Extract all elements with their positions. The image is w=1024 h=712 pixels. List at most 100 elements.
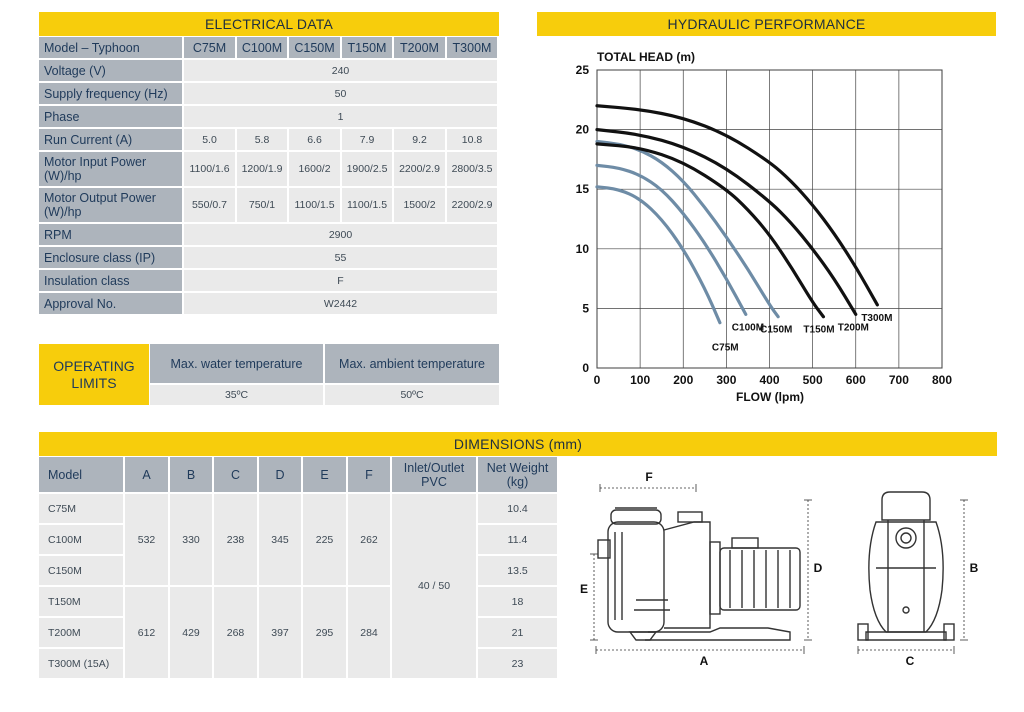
input-power-value: 1900/2.5 <box>342 152 394 188</box>
dim-f-c-group: 262 <box>348 494 392 587</box>
chart-x-tick-label: 400 <box>759 373 779 387</box>
chart-x-tick-label: 0 <box>594 373 601 387</box>
chart-x-tick-label: 200 <box>673 373 693 387</box>
dimension-label-d: D <box>814 561 823 575</box>
pump-front-view-icon <box>857 491 955 641</box>
chart-series-line-c100m <box>595 163 748 316</box>
operating-label-line1: OPERATING <box>53 357 135 374</box>
dim-header-b: B <box>170 457 214 494</box>
dim-header-f: F <box>348 457 392 494</box>
chart-x-tick-label: 600 <box>846 373 866 387</box>
dim-header-c: C <box>214 457 259 494</box>
insulation-row: Insulation class F <box>39 270 499 293</box>
run-current-value: 9.2 <box>394 129 447 152</box>
dim-f-t-group: 284 <box>348 587 392 680</box>
operating-limits-label: OPERATING LIMITS <box>39 344 149 405</box>
dimension-lines <box>590 484 968 654</box>
electrical-data-title: ELECTRICAL DATA <box>39 12 499 36</box>
dim-weight: 13.5 <box>478 556 559 587</box>
chart-series-label: T300M <box>861 313 892 324</box>
enclosure-value: 55 <box>184 247 499 270</box>
dim-d-c-group: 345 <box>259 494 303 587</box>
dim-weight: 11.4 <box>478 525 559 556</box>
enclosure-row: Enclosure class (IP) 55 <box>39 247 499 270</box>
pump-side-view-icon <box>597 507 801 641</box>
frequency-label: Supply frequency (Hz) <box>39 83 184 106</box>
voltage-value: 240 <box>184 60 499 83</box>
input-power-label: Motor Input Power (W)/hp <box>39 152 184 188</box>
input-power-value: 1100/1.6 <box>184 152 237 188</box>
insulation-label: Insulation class <box>39 270 184 293</box>
chart-x-tick-label: 100 <box>630 373 650 387</box>
chart-x-tick-label: 300 <box>716 373 736 387</box>
dim-weight: 10.4 <box>478 494 559 525</box>
dimensions-table: Model A B C D E F Inlet/Outlet PVC Net We… <box>39 457 559 680</box>
dim-c-t-group: 268 <box>214 587 259 680</box>
chart-series-label: T200M <box>838 322 869 333</box>
dim-model: C75M <box>39 494 125 525</box>
water-temp-header: Max. water temperature <box>150 344 323 383</box>
dim-model: T300M (15A) <box>39 649 125 680</box>
dim-e-c-group: 225 <box>303 494 348 587</box>
dim-weight: 21 <box>478 618 559 649</box>
dim-header-e: E <box>303 457 348 494</box>
dim-a-c-group: 532 <box>125 494 170 587</box>
chart-x-tick-label: 700 <box>889 373 909 387</box>
model-header-cell: T200M <box>394 37 447 60</box>
table-row: C100M 11.4 <box>39 525 559 556</box>
dim-model: T150M <box>39 587 125 618</box>
phase-label: Phase <box>39 106 184 129</box>
dim-header-inlet-line1: Inlet/Outlet <box>403 460 465 475</box>
run-current-value: 6.6 <box>289 129 342 152</box>
chart-series <box>595 104 879 325</box>
operating-label-line2: LIMITS <box>71 374 117 391</box>
chart-y-axis-label: TOTAL HEAD (m) <box>597 50 695 64</box>
chart-y-tick-label: 10 <box>576 242 590 256</box>
insulation-value: F <box>184 270 499 293</box>
rpm-row: RPM 2900 <box>39 224 499 247</box>
dim-header-a: A <box>125 457 170 494</box>
output-power-label-line2: (W)/hp <box>44 205 82 219</box>
table-row: T300M (15A) 23 <box>39 649 559 680</box>
voltage-row: Voltage (V) 240 <box>39 60 499 83</box>
dim-b-c-group: 330 <box>170 494 214 587</box>
frequency-row: Supply frequency (Hz) 50 <box>39 83 499 106</box>
rpm-label: RPM <box>39 224 184 247</box>
chart-series-label: T150M <box>803 325 834 336</box>
output-power-value: 2200/2.9 <box>447 188 499 224</box>
dimension-label-a: A <box>700 654 709 668</box>
dim-header-model: Model <box>39 457 125 494</box>
dimension-label-f: F <box>645 470 652 484</box>
approval-row: Approval No. W2442 <box>39 293 499 316</box>
dimension-label-b: B <box>970 561 979 575</box>
ambient-temp-value: 50ºC <box>325 385 499 405</box>
dim-model: C150M <box>39 556 125 587</box>
output-power-value: 550/0.7 <box>184 188 237 224</box>
run-current-label: Run Current (A) <box>39 129 184 152</box>
voltage-label: Voltage (V) <box>39 60 184 83</box>
approval-value: W2442 <box>184 293 499 316</box>
phase-value: 1 <box>184 106 499 129</box>
input-power-value: 1600/2 <box>289 152 342 188</box>
model-header-label: Model – Typhoon <box>39 37 184 60</box>
table-row: T200M 21 <box>39 618 559 649</box>
model-header-cell: C100M <box>237 37 289 60</box>
dim-header-weight-line1: Net Weight <box>486 460 549 475</box>
chart-grid <box>596 69 943 369</box>
output-power-value: 1500/2 <box>394 188 447 224</box>
output-power-value: 750/1 <box>237 188 289 224</box>
table-row: C75M 532 330 238 345 225 262 40 / 50 10.… <box>39 494 559 680</box>
chart-series-line-c75m <box>595 185 722 325</box>
output-power-value: 1100/1.5 <box>289 188 342 224</box>
dim-model: T200M <box>39 618 125 649</box>
chart-x-tick-label: 800 <box>932 373 952 387</box>
input-power-value: 2800/3.5 <box>447 152 499 188</box>
chart-y-tick-label: 20 <box>576 123 590 137</box>
chart-series-label: C100M <box>732 322 764 333</box>
dim-a-t-group: 612 <box>125 587 170 680</box>
pump-dimension-drawings: F E A D C B <box>580 470 979 668</box>
approval-label: Approval No. <box>39 293 184 316</box>
dim-weight: 23 <box>478 649 559 680</box>
ambient-temp-header: Max. ambient temperature <box>325 344 499 383</box>
run-current-value: 10.8 <box>447 129 499 152</box>
